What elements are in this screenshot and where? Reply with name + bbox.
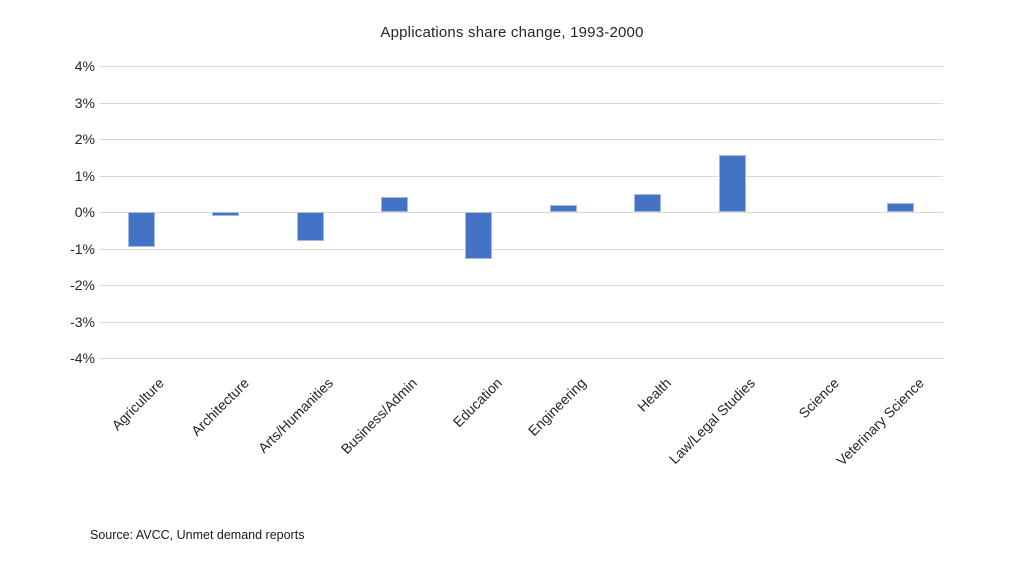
bar-engineering bbox=[549, 204, 577, 212]
y-axis-tick-label: -1% bbox=[70, 240, 95, 257]
source-note: Source: AVCC, Unmet demand reports bbox=[90, 528, 305, 542]
y-axis-tick-label: 3% bbox=[74, 94, 95, 111]
y-axis-tick-label: 4% bbox=[74, 58, 95, 74]
gridline bbox=[99, 248, 943, 250]
bar-education bbox=[465, 212, 493, 260]
gridline bbox=[99, 66, 943, 67]
gridline bbox=[99, 321, 943, 323]
bar-health bbox=[634, 193, 662, 212]
gridline bbox=[99, 139, 943, 140]
bar-arts-humanities bbox=[296, 212, 324, 242]
bar-veterinary-science bbox=[887, 202, 915, 212]
x-axis-category-label: Agriculture bbox=[108, 374, 168, 434]
bar-law-legal-studies bbox=[718, 155, 746, 212]
y-axis-tick-label: 2% bbox=[74, 131, 95, 147]
y-axis-tick-label: 0% bbox=[74, 204, 95, 220]
gridline bbox=[99, 212, 943, 213]
gridline bbox=[99, 102, 943, 104]
plot-area bbox=[99, 66, 943, 359]
chart-title: Applications share change, 1993-2000 bbox=[380, 24, 644, 41]
gridline bbox=[99, 285, 943, 286]
y-axis-tick-label: -2% bbox=[70, 277, 95, 293]
y-axis-tick-label: -3% bbox=[70, 313, 95, 330]
gridline bbox=[99, 175, 943, 177]
bar-business-admin bbox=[380, 197, 408, 212]
bar-architecture bbox=[212, 212, 240, 216]
gridline bbox=[99, 358, 943, 359]
y-axis-tick-label: -4% bbox=[70, 350, 95, 366]
y-axis-tick-label: 1% bbox=[74, 167, 95, 184]
bar-agriculture bbox=[127, 212, 155, 247]
